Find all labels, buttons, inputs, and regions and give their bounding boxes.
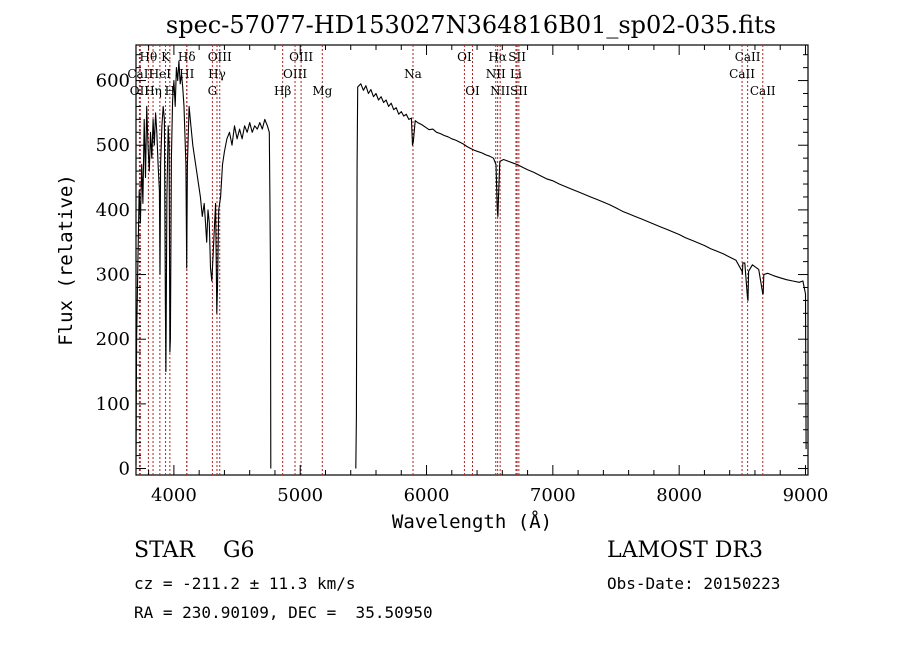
x-tick-label: 6000: [404, 485, 450, 506]
line-label: Mg: [312, 84, 332, 98]
x-axis-ticks: 4000 5000 6000 7000 8000 9000: [148, 45, 829, 506]
y-axis-ticks: 0 100 200 300 400 500 600: [96, 54, 808, 480]
y-tick-label: 400: [96, 200, 130, 221]
survey-name: LAMOST DR3: [607, 538, 763, 563]
plot-frame: [135, 44, 809, 476]
line-label: Li: [510, 67, 522, 81]
y-tick-label: 200: [96, 329, 130, 350]
spectrum-segment: [355, 83, 807, 469]
line-label: OIII: [289, 50, 313, 64]
line-label: HeI: [149, 67, 172, 81]
spectral-line-labels: Hθ OII CaII Hη HeI H K Hδ HI OIII Hγ G Hβ OIII OIII Mg N…: [127, 50, 776, 98]
line-label: OIII: [208, 50, 232, 64]
x-tick-label: 7000: [530, 485, 576, 506]
spectral-line-markers: [138, 45, 764, 475]
line-label: OI: [457, 50, 472, 64]
y-axis-label: Flux (relative): [55, 174, 77, 346]
y-tick-label: 600: [96, 71, 130, 92]
spectrum-segment: [135, 60, 272, 469]
line-label: CaII: [729, 67, 755, 81]
x-tick-label: 9000: [783, 485, 829, 506]
x-axis-label: Wavelength (Å): [392, 510, 552, 533]
line-label: Hα: [488, 50, 507, 64]
y-tick-label: 300: [96, 265, 130, 286]
line-label: OI: [465, 84, 480, 98]
line-label: Na: [404, 67, 422, 81]
chart-title: spec-57077-HD153027N364816B01_sp02-035.f…: [166, 11, 776, 39]
x-tick-label: 8000: [656, 485, 702, 506]
line-label: OIII: [283, 67, 307, 81]
line-label: H: [165, 84, 175, 98]
line-label: Hθ: [140, 50, 158, 64]
x-tick-label: 4000: [151, 485, 197, 506]
line-label: CaII: [127, 67, 153, 81]
line-label: OII: [130, 84, 150, 98]
line-label: NII: [486, 67, 506, 81]
line-label: NII: [490, 84, 510, 98]
line-label: CaII: [735, 50, 761, 64]
redshift-velocity: cz = -211.2 ± 11.3 km/s: [134, 574, 356, 593]
line-label: SII: [510, 84, 528, 98]
sky-coordinates: RA = 230.90109, DEC = 35.50950: [134, 603, 433, 622]
y-tick-label: 500: [96, 135, 130, 156]
line-label: G: [208, 84, 218, 98]
y-tick-label: 100: [96, 394, 130, 415]
line-label: Hη: [144, 84, 162, 98]
line-label: Hγ: [208, 67, 226, 81]
y-tick-label: 0: [119, 459, 130, 480]
line-label: K: [161, 50, 171, 64]
line-label: Hδ: [178, 50, 196, 64]
line-label: SII: [508, 50, 526, 64]
line-label: Hβ: [274, 84, 291, 98]
observation-date: Obs-Date: 20150223: [607, 574, 781, 593]
line-label: HI: [179, 67, 194, 81]
x-tick-label: 5000: [277, 485, 323, 506]
object-class: STAR G6: [134, 538, 255, 563]
spectrum-series: [135, 60, 807, 469]
line-label: CaII: [750, 84, 776, 98]
